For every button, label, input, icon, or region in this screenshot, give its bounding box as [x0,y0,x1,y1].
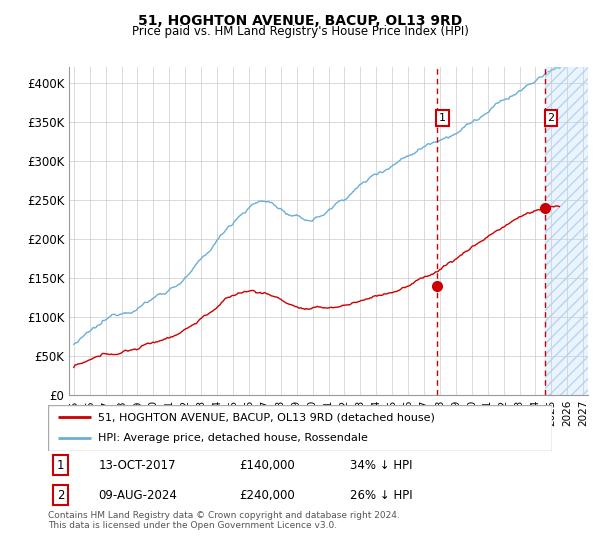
Bar [545,67,600,395]
Text: 51, HOGHTON AVENUE, BACUP, OL13 9RD: 51, HOGHTON AVENUE, BACUP, OL13 9RD [138,14,462,28]
Bar [545,67,600,395]
Text: 26% ↓ HPI: 26% ↓ HPI [350,488,413,502]
Text: 09-AUG-2024: 09-AUG-2024 [98,488,177,502]
Text: 2: 2 [57,488,64,502]
Text: £240,000: £240,000 [239,488,295,502]
Text: 34% ↓ HPI: 34% ↓ HPI [350,459,413,472]
Text: HPI: Average price, detached house, Rossendale: HPI: Average price, detached house, Ross… [98,433,368,444]
Text: 2: 2 [548,113,554,123]
Text: 51, HOGHTON AVENUE, BACUP, OL13 9RD (detached house): 51, HOGHTON AVENUE, BACUP, OL13 9RD (det… [98,412,435,422]
Text: 1: 1 [439,113,446,123]
Text: Price paid vs. HM Land Registry's House Price Index (HPI): Price paid vs. HM Land Registry's House … [131,25,469,38]
Text: Contains HM Land Registry data © Crown copyright and database right 2024.
This d: Contains HM Land Registry data © Crown c… [48,511,400,530]
Text: 13-OCT-2017: 13-OCT-2017 [98,459,176,472]
Text: £140,000: £140,000 [239,459,295,472]
Text: 1: 1 [57,459,64,472]
